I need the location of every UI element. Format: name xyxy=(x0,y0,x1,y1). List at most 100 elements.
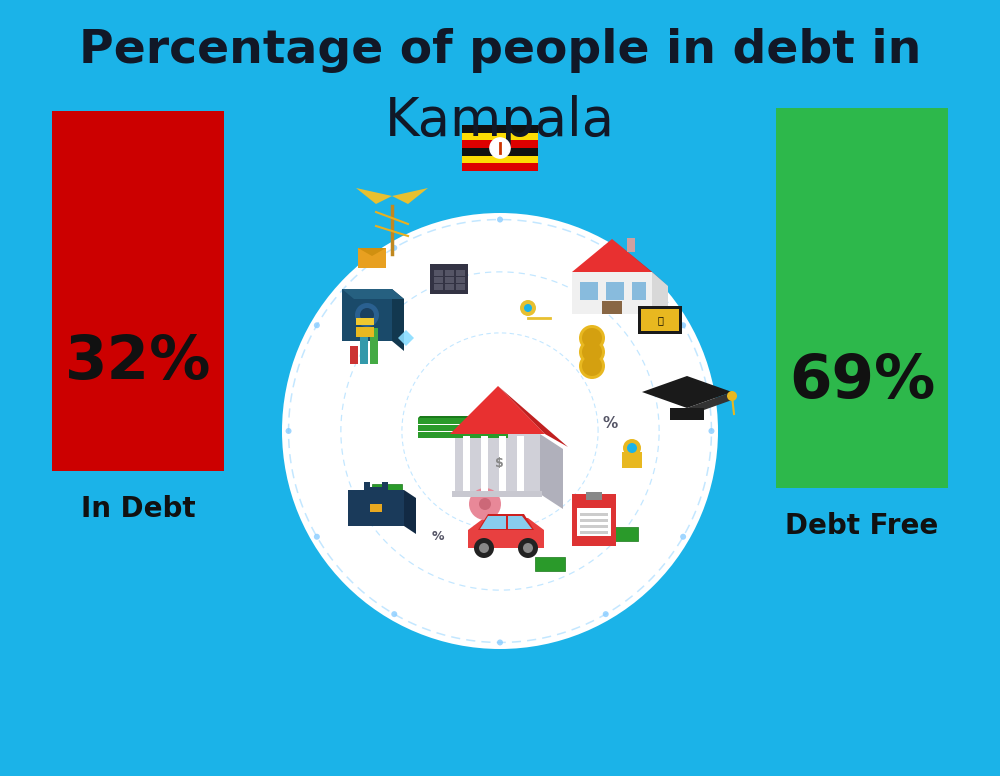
Circle shape xyxy=(603,611,609,617)
Polygon shape xyxy=(450,386,545,434)
Bar xyxy=(462,156,538,163)
Text: 🏦: 🏦 xyxy=(657,315,663,325)
Bar xyxy=(535,557,565,571)
Polygon shape xyxy=(468,432,508,438)
Circle shape xyxy=(479,543,489,553)
Bar xyxy=(481,436,488,494)
Bar xyxy=(517,436,524,494)
Bar xyxy=(370,328,378,364)
Circle shape xyxy=(282,213,718,649)
Bar xyxy=(627,238,635,252)
Text: 32%: 32% xyxy=(65,334,211,393)
Bar xyxy=(456,270,465,276)
Polygon shape xyxy=(358,248,386,268)
Polygon shape xyxy=(342,289,404,299)
Bar xyxy=(776,108,948,488)
Bar xyxy=(602,301,622,314)
Polygon shape xyxy=(468,418,508,424)
Bar xyxy=(580,519,608,522)
Polygon shape xyxy=(468,425,508,431)
Bar xyxy=(580,531,608,534)
Circle shape xyxy=(286,428,292,434)
Circle shape xyxy=(490,138,510,158)
Polygon shape xyxy=(638,306,682,334)
Bar xyxy=(580,525,608,528)
Text: In Debt: In Debt xyxy=(81,495,195,523)
Polygon shape xyxy=(455,434,540,494)
Bar xyxy=(356,318,374,325)
Circle shape xyxy=(579,325,605,351)
Bar xyxy=(445,277,454,283)
Bar xyxy=(463,436,470,494)
Bar xyxy=(360,336,368,364)
Bar xyxy=(462,140,538,148)
Text: Kampala: Kampala xyxy=(385,95,615,147)
Circle shape xyxy=(579,353,605,379)
Polygon shape xyxy=(508,516,532,529)
Circle shape xyxy=(479,498,491,510)
Circle shape xyxy=(360,308,374,322)
Polygon shape xyxy=(443,432,483,438)
Polygon shape xyxy=(670,408,704,420)
Bar xyxy=(445,270,454,276)
Polygon shape xyxy=(478,514,534,530)
Polygon shape xyxy=(418,425,458,431)
Polygon shape xyxy=(443,418,483,424)
Bar xyxy=(499,436,506,494)
Polygon shape xyxy=(418,416,458,418)
Polygon shape xyxy=(480,516,506,529)
Circle shape xyxy=(524,304,532,312)
Polygon shape xyxy=(443,425,483,431)
Circle shape xyxy=(708,428,714,434)
Polygon shape xyxy=(572,239,652,272)
Bar xyxy=(608,527,638,541)
Bar xyxy=(456,284,465,290)
Circle shape xyxy=(518,538,538,558)
Bar xyxy=(577,508,611,536)
Bar xyxy=(641,309,679,331)
Circle shape xyxy=(497,639,503,646)
Polygon shape xyxy=(342,289,392,341)
Bar xyxy=(372,484,402,498)
Circle shape xyxy=(582,328,602,348)
Bar xyxy=(586,492,602,500)
Circle shape xyxy=(355,303,379,327)
Polygon shape xyxy=(468,416,508,418)
Polygon shape xyxy=(392,289,404,351)
Circle shape xyxy=(727,391,737,401)
Polygon shape xyxy=(418,418,458,424)
Polygon shape xyxy=(572,494,616,546)
Polygon shape xyxy=(443,416,483,418)
Circle shape xyxy=(314,534,320,540)
Bar xyxy=(580,513,608,516)
Polygon shape xyxy=(364,482,388,490)
Circle shape xyxy=(474,538,494,558)
Circle shape xyxy=(623,439,641,457)
Circle shape xyxy=(680,322,686,328)
Circle shape xyxy=(582,342,602,362)
Polygon shape xyxy=(356,188,392,204)
Bar xyxy=(350,346,358,364)
Polygon shape xyxy=(687,392,732,416)
Polygon shape xyxy=(498,386,568,447)
Polygon shape xyxy=(468,518,544,548)
Polygon shape xyxy=(572,272,652,314)
Bar xyxy=(445,284,454,290)
Circle shape xyxy=(520,300,536,316)
Polygon shape xyxy=(348,490,404,526)
Polygon shape xyxy=(418,432,458,438)
Bar xyxy=(356,327,374,337)
Circle shape xyxy=(582,356,602,376)
Polygon shape xyxy=(430,264,468,294)
Bar xyxy=(370,504,382,512)
Bar xyxy=(434,284,443,290)
Bar xyxy=(434,277,443,283)
Circle shape xyxy=(497,217,503,223)
Bar xyxy=(606,282,624,300)
Text: 69%: 69% xyxy=(789,352,935,411)
Bar xyxy=(452,491,542,497)
Text: $: $ xyxy=(495,458,503,470)
Polygon shape xyxy=(392,188,428,204)
Bar xyxy=(462,163,538,171)
Circle shape xyxy=(603,245,609,251)
